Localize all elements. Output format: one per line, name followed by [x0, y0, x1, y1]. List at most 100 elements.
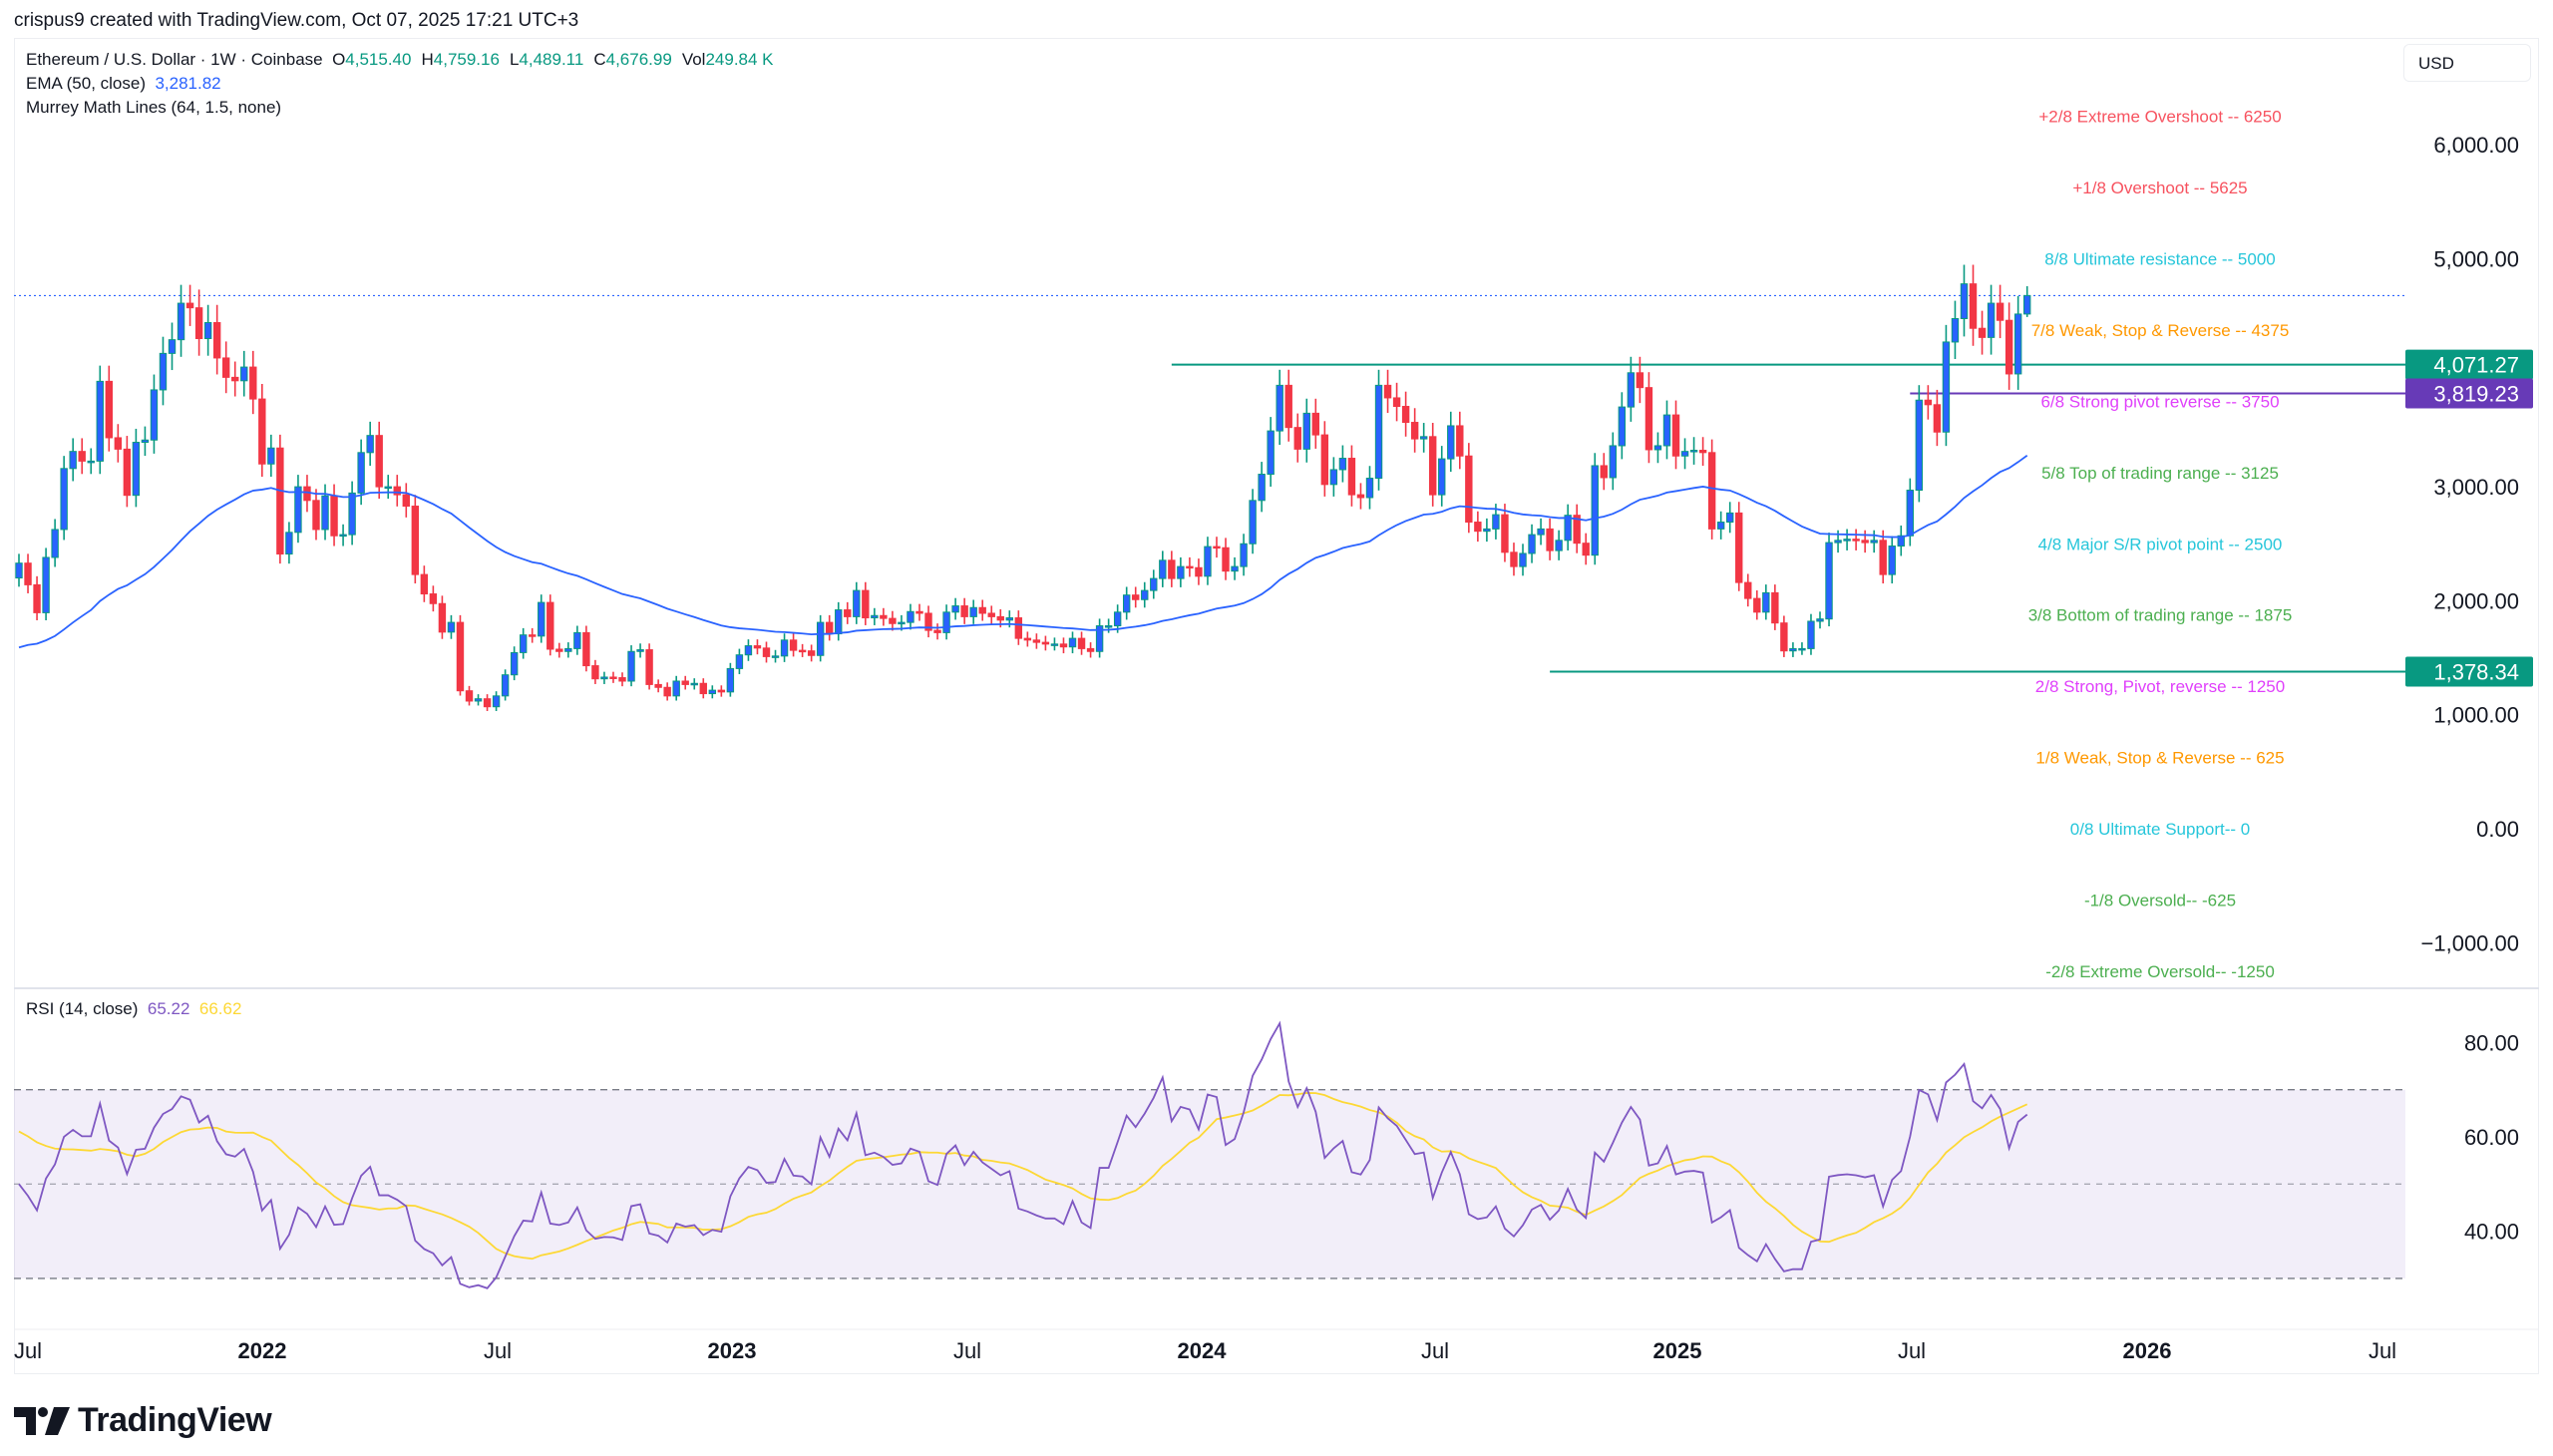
- candle-body: [249, 366, 257, 400]
- candle-body: [276, 447, 284, 555]
- candle: [1429, 423, 1437, 507]
- candle: [1023, 631, 1032, 647]
- candle: [951, 597, 959, 620]
- candle-body: [330, 495, 338, 537]
- candle-body: [1068, 637, 1077, 648]
- candle-body: [690, 682, 698, 686]
- candle: [123, 436, 132, 508]
- candle-body: [600, 676, 608, 680]
- candle: [1555, 530, 1563, 560]
- candle: [1600, 453, 1608, 491]
- murrey-legend[interactable]: Murrey Math Lines (64, 1.5, none): [26, 98, 281, 118]
- price-label: 3,819.23: [2433, 381, 2519, 406]
- candle: [185, 284, 194, 326]
- candle: [1698, 437, 1707, 467]
- candle-body: [357, 452, 365, 494]
- low-value: 4,489.11: [519, 50, 584, 69]
- vol-label: Vol: [681, 50, 706, 69]
- candle: [1789, 642, 1797, 657]
- candle-body: [203, 322, 212, 340]
- candle: [1284, 369, 1292, 442]
- candle-body: [1095, 625, 1104, 652]
- candle: [203, 304, 212, 356]
- ema-legend[interactable]: EMA (50, close) 3,281.82: [26, 74, 221, 94]
- candle-body: [654, 683, 662, 688]
- candle-body: [789, 639, 798, 651]
- candle-body: [1086, 647, 1095, 652]
- candle-body: [1077, 637, 1086, 649]
- candle: [789, 633, 798, 657]
- price-axis-tick: 2,000.00: [2433, 588, 2519, 613]
- candle: [150, 374, 159, 454]
- candle: [1762, 584, 1770, 620]
- candle: [547, 594, 554, 656]
- candle: [384, 475, 392, 500]
- candle-body: [798, 649, 807, 653]
- candle: [663, 682, 671, 701]
- rsi-legend[interactable]: RSI (14, close) 65.22 66.62: [26, 999, 241, 1019]
- candle-body: [1177, 565, 1185, 579]
- candle-body: [564, 647, 572, 652]
- candle-body: [1546, 528, 1554, 551]
- candle: [1780, 615, 1788, 657]
- high-value: 4,759.16: [433, 50, 500, 69]
- candle-body: [1897, 535, 1905, 547]
- candle-body: [1644, 387, 1653, 451]
- candle-body: [1698, 450, 1707, 454]
- candle-body: [1798, 647, 1806, 651]
- candle: [1951, 300, 1960, 360]
- candle: [1609, 432, 1618, 491]
- candle: [1447, 411, 1455, 473]
- candle-body: [483, 698, 492, 708]
- candle: [1888, 536, 1896, 584]
- candle-body: [1365, 478, 1374, 499]
- candle-body: [582, 631, 590, 667]
- candle-body: [636, 649, 644, 652]
- candle-body: [1195, 566, 1203, 577]
- candle: [348, 481, 356, 546]
- candle: [780, 633, 789, 662]
- candle: [321, 484, 329, 541]
- candle: [60, 456, 68, 541]
- candle: [1546, 518, 1554, 560]
- candle: [177, 284, 185, 357]
- candle: [339, 524, 347, 546]
- candle-body: [889, 617, 897, 624]
- candle: [1141, 581, 1149, 608]
- candle: [1122, 586, 1131, 620]
- tradingview-logo[interactable]: TradingView: [14, 1401, 272, 1440]
- candle-body: [1492, 514, 1500, 530]
- time-axis-tick: Jul: [1898, 1338, 1926, 1363]
- time-axis-tick: Jul: [2369, 1338, 2396, 1363]
- symbol-title[interactable]: Ethereum / U.S. Dollar · 1W · Coinbase: [26, 50, 323, 69]
- candle: [771, 649, 780, 663]
- candle-body: [529, 634, 537, 637]
- candle-body: [1429, 436, 1437, 496]
- candle-body: [1816, 618, 1824, 622]
- candle-body: [258, 398, 266, 465]
- price-label-box: [2405, 656, 2533, 687]
- candle: [1095, 618, 1104, 658]
- candle: [456, 614, 465, 696]
- low-label: L: [509, 50, 520, 69]
- candle: [42, 547, 50, 620]
- price-axis-tick: 5,000.00: [2433, 247, 2519, 272]
- price-label-box: [2405, 349, 2533, 380]
- candle-body: [159, 352, 168, 391]
- candle: [429, 585, 438, 612]
- candle: [835, 601, 843, 641]
- candle: [312, 489, 320, 541]
- currency-button[interactable]: USD: [2403, 44, 2531, 82]
- candle-body: [492, 695, 501, 708]
- candle-body: [1771, 591, 1779, 624]
- candle-body: [1825, 542, 1833, 620]
- candle-body: [871, 614, 879, 619]
- axes: 4,071.27 3,819.23 1,378.34 6,000.00 5,000.00…: [14, 133, 2533, 1363]
- candle-body: [141, 439, 150, 444]
- candle: [627, 645, 635, 687]
- candle: [1356, 483, 1365, 510]
- candle: [744, 639, 753, 661]
- candle: [753, 639, 762, 655]
- candle-body: [924, 612, 932, 631]
